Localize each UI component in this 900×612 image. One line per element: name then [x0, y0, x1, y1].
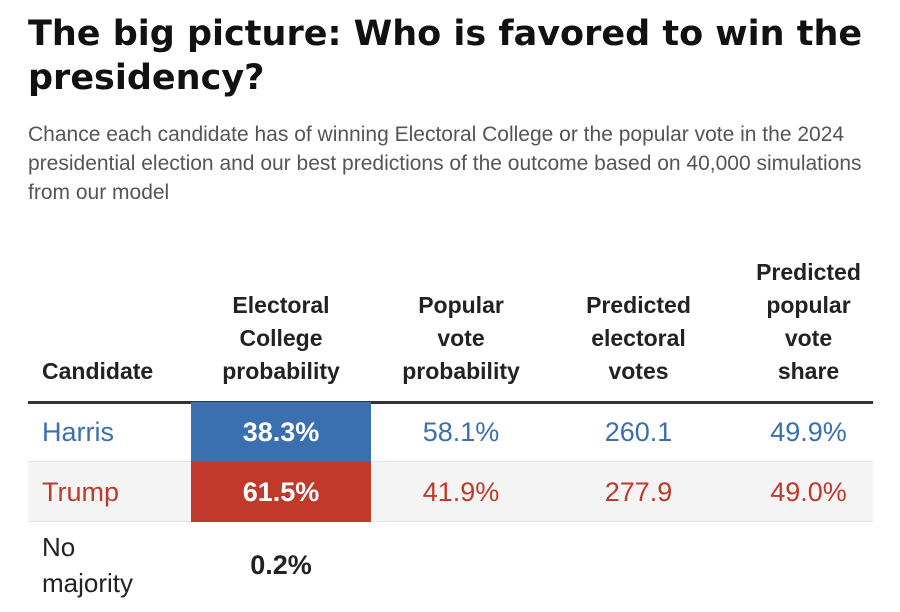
- header-line: Electoral: [232, 292, 330, 318]
- header-ec-probability: Electoral College probability: [191, 289, 371, 388]
- ec-probability-cell: 61.5%: [191, 462, 371, 522]
- predicted-pv-share-cell: 49.9%: [770, 416, 847, 447]
- chart-title: The big picture: Who is favored to win t…: [28, 14, 863, 98]
- header-line: probability: [222, 358, 340, 384]
- pv-probability-cell: 41.9%: [422, 476, 500, 507]
- chart-subtitle: Chance each candidate has of winning Ele…: [28, 123, 862, 204]
- header-line: share: [777, 358, 840, 384]
- table-row-trump: Trump 61.5% 41.9% 277.9 49.0%: [28, 462, 873, 522]
- forecast-table: Candidate Electoral College probability …: [28, 250, 873, 612]
- header-predicted-ev: Predicted electoral votes: [551, 289, 726, 388]
- header-line: probability: [402, 358, 520, 384]
- ec-probability-cell: 0.2%: [250, 549, 312, 580]
- table-row-harris: Harris 38.3% 58.1% 260.1 49.9%: [28, 402, 873, 462]
- predicted-pv-share-cell: 49.0%: [770, 476, 847, 507]
- header-line: electoral: [591, 325, 686, 351]
- header-line: Predicted: [586, 292, 691, 318]
- header-line: vote: [784, 325, 833, 351]
- header-line: Predicted: [756, 259, 861, 285]
- header-line: Popular: [418, 292, 504, 318]
- header-divider: [28, 401, 873, 404]
- header-line: College: [239, 325, 323, 351]
- pv-probability-cell: 58.1%: [422, 416, 500, 447]
- header-candidate-line: Candidate: [42, 358, 154, 384]
- predicted-ev-cell: 277.9: [604, 476, 673, 507]
- candidate-name: Harris: [42, 416, 114, 447]
- candidate-name: Trump: [42, 476, 120, 507]
- header-line: votes: [608, 358, 669, 384]
- table-row-no-majority: No majority 0.2%: [28, 522, 873, 612]
- header-candidate: Candidate: [42, 355, 192, 388]
- candidate-name: No majority: [42, 532, 134, 598]
- header-predicted-pv-share: Predicted popular vote share: [726, 256, 891, 388]
- table-header: Candidate Electoral College probability …: [28, 250, 873, 404]
- ec-probability-cell: 38.3%: [191, 402, 371, 462]
- header-pv-probability: Popular vote probability: [371, 289, 551, 388]
- predicted-ev-cell: 260.1: [604, 416, 673, 447]
- header-line: vote: [437, 325, 485, 351]
- header-line: popular: [766, 292, 851, 318]
